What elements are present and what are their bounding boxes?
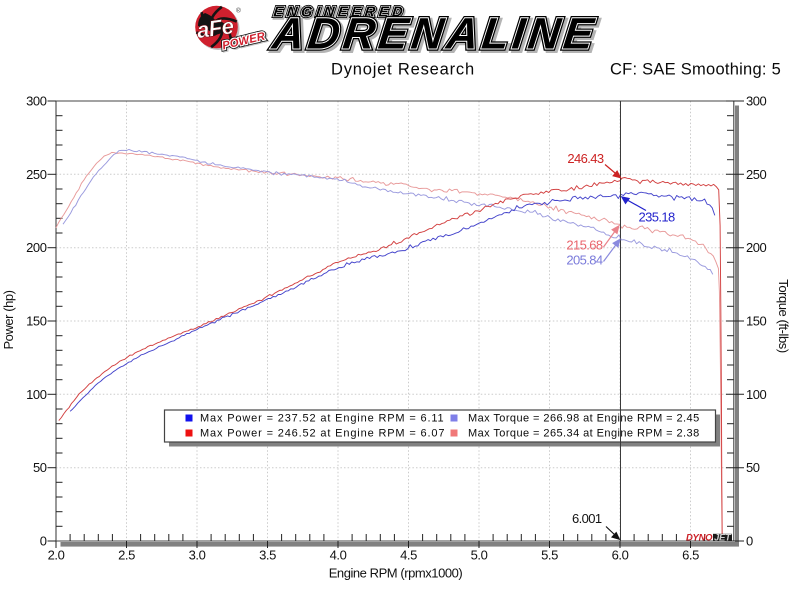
svg-text:2.0: 2.0 bbox=[48, 548, 65, 563]
svg-text:ENGINEERED: ENGINEERED bbox=[274, 6, 409, 22]
svg-text:Torque (ft-lbs): Torque (ft-lbs) bbox=[776, 279, 791, 353]
svg-text:Dynojet Research: Dynojet Research bbox=[331, 61, 475, 79]
svg-text:Max Power = 237.52 at Engine R: Max Power = 237.52 at Engine RPM = 6.11 bbox=[200, 412, 445, 424]
svg-text:ADRENALINE: ADRENALINE bbox=[271, 12, 602, 61]
svg-text:ENGINEERED: ENGINEERED bbox=[273, 4, 408, 20]
svg-text:JET: JET bbox=[714, 532, 732, 543]
svg-text:205.84: 205.84 bbox=[566, 253, 603, 268]
svg-text:3.0: 3.0 bbox=[189, 548, 206, 563]
svg-text:Max Power = 246.52 at Engine R: Max Power = 246.52 at Engine RPM = 6.07 bbox=[200, 427, 445, 439]
svg-text:CF: SAE Smoothing: 5: CF: SAE Smoothing: 5 bbox=[610, 61, 781, 79]
svg-text:4.5: 4.5 bbox=[400, 548, 417, 563]
svg-text:Engine RPM (rpmx1000): Engine RPM (rpmx1000) bbox=[329, 566, 463, 581]
svg-text:Power (hp): Power (hp) bbox=[1, 290, 16, 349]
svg-text:250: 250 bbox=[26, 167, 47, 182]
svg-text:150: 150 bbox=[26, 314, 47, 329]
svg-text:ENGINEERED: ENGINEERED bbox=[273, 4, 408, 20]
svg-text:6.001: 6.001 bbox=[572, 511, 602, 526]
svg-text:300: 300 bbox=[746, 94, 767, 109]
svg-text:200: 200 bbox=[26, 240, 47, 255]
svg-text:2.5: 2.5 bbox=[118, 548, 135, 563]
svg-text:ENGINEERED: ENGINEERED bbox=[273, 4, 408, 20]
svg-text:200: 200 bbox=[746, 240, 767, 255]
svg-text:Max Torque = 266.98 at Engine: Max Torque = 266.98 at Engine RPM = 2.45 bbox=[468, 412, 700, 424]
svg-text:0: 0 bbox=[40, 534, 47, 549]
svg-text:215.68: 215.68 bbox=[566, 238, 603, 253]
svg-text:6.5: 6.5 bbox=[682, 548, 699, 563]
svg-text:DYNO: DYNO bbox=[686, 533, 713, 544]
svg-text:246.43: 246.43 bbox=[567, 151, 604, 166]
svg-text:100: 100 bbox=[26, 387, 47, 402]
svg-text:250: 250 bbox=[746, 167, 767, 182]
svg-text:0: 0 bbox=[746, 534, 753, 549]
svg-text:ADRENALINE: ADRENALINE bbox=[269, 10, 600, 59]
svg-text:3.5: 3.5 bbox=[259, 548, 276, 563]
svg-text:235.18: 235.18 bbox=[639, 210, 676, 225]
svg-text:4.0: 4.0 bbox=[330, 548, 347, 563]
svg-text:ADRENALINE: ADRENALINE bbox=[269, 10, 600, 59]
svg-text:150: 150 bbox=[746, 314, 767, 329]
svg-text:300: 300 bbox=[26, 94, 47, 109]
svg-text:5.5: 5.5 bbox=[541, 548, 558, 563]
svg-text:50: 50 bbox=[33, 460, 47, 475]
svg-text:5.0: 5.0 bbox=[471, 548, 488, 563]
svg-text:100: 100 bbox=[746, 387, 767, 402]
svg-text:50: 50 bbox=[746, 460, 760, 475]
svg-text:®: ® bbox=[236, 7, 241, 15]
svg-text:6.0: 6.0 bbox=[612, 548, 629, 563]
svg-text:ADRENALINE: ADRENALINE bbox=[269, 10, 600, 59]
svg-text:aFe: aFe bbox=[195, 13, 235, 43]
svg-text:Max Torque = 265.34 at Engine: Max Torque = 265.34 at Engine RPM = 2.38 bbox=[468, 427, 700, 439]
